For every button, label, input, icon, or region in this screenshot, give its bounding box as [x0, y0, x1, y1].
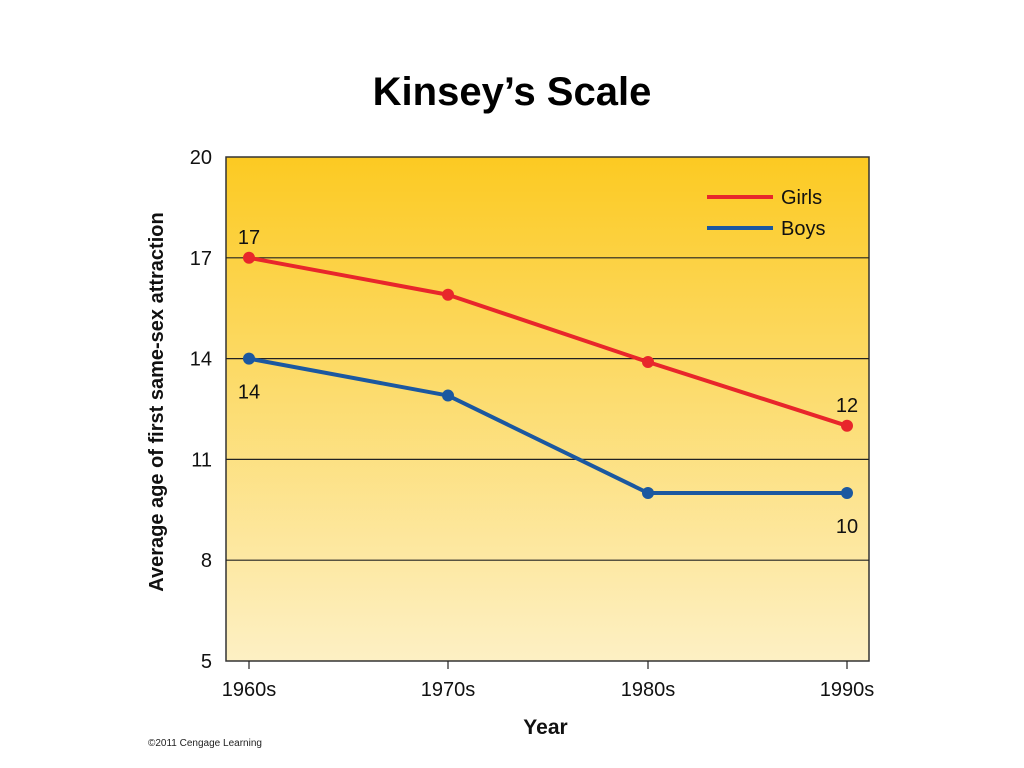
- x-tick-label: 1980s: [621, 679, 676, 701]
- y-axis-ticks: 5 8 11 14 17 20: [190, 147, 212, 673]
- data-label: 12: [836, 395, 858, 417]
- copyright-notice: ©2011 Cengage Learning: [148, 738, 262, 749]
- y-tick-label: 5: [201, 651, 212, 673]
- data-point-girls: [442, 288, 454, 301]
- data-point-boys: [642, 487, 654, 499]
- series-lines: [243, 251, 853, 499]
- data-point-boys: [442, 389, 454, 402]
- y-axis-label: Average age of first same-sex attraction: [146, 212, 168, 591]
- data-point-girls: [642, 355, 654, 368]
- y-tick-label: 8: [201, 550, 212, 572]
- data-label: 14: [238, 382, 260, 404]
- y-tick-label: 17: [190, 248, 212, 270]
- x-tick-label: 1970s: [421, 679, 476, 701]
- x-axis-ticks: 1960s 1970s 1980s 1990s: [222, 661, 875, 701]
- plot-area: [225, 156, 870, 662]
- y-tick-label: 20: [190, 147, 212, 169]
- data-point-boys: [841, 487, 853, 499]
- legend-label: Girls: [781, 187, 822, 209]
- data-label: 10: [836, 516, 858, 538]
- data-label: 17: [238, 227, 260, 249]
- x-axis-label: Year: [523, 716, 567, 739]
- data-point-boys: [243, 352, 255, 365]
- data-labels: 17 14 12 10: [238, 227, 858, 538]
- legend: Girls Boys: [707, 187, 825, 240]
- y-tick-label: 11: [191, 449, 212, 471]
- x-tick-label: 1960s: [222, 679, 277, 701]
- grid-lines: [226, 257, 869, 561]
- series-line-girls: [248, 255, 848, 428]
- legend-label: Boys: [781, 218, 825, 240]
- data-point-girls: [243, 251, 255, 264]
- data-point-girls: [841, 419, 853, 432]
- x-tick-label: 1990s: [820, 679, 875, 701]
- y-tick-label: 14: [190, 349, 212, 371]
- chart-title: Kinsey’s Scale: [372, 70, 652, 114]
- series-line-boys: [248, 356, 847, 495]
